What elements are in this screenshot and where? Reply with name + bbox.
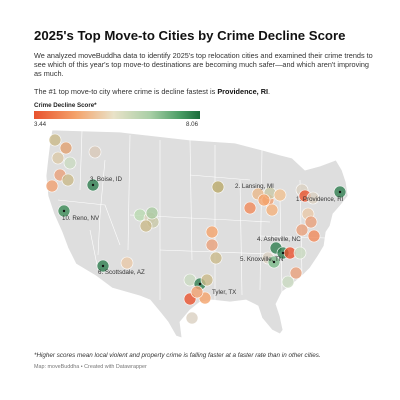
city-marker[interactable] <box>273 188 287 202</box>
city-center-dot <box>198 282 202 286</box>
city-marker[interactable] <box>139 219 153 233</box>
us-outline <box>45 129 349 339</box>
city-marker[interactable] <box>304 215 318 229</box>
city-markers <box>45 133 347 325</box>
label-lansing-line: 2. Lansing, MI <box>235 183 274 190</box>
highlight-city: Providence, RI <box>217 87 269 96</box>
city-center-dot <box>338 190 342 194</box>
city-marker[interactable] <box>145 206 159 220</box>
city-marker[interactable] <box>289 266 303 280</box>
city-marker[interactable] <box>306 191 320 205</box>
highlight-suffix: . <box>268 87 271 96</box>
city-marker[interactable] <box>88 145 102 159</box>
city-center-dot <box>101 264 105 268</box>
city-marker[interactable] <box>185 311 199 325</box>
legend-max-label: 8.06 <box>186 121 199 128</box>
city-marker[interactable] <box>61 173 75 187</box>
city-marker[interactable] <box>257 193 271 207</box>
city-marker[interactable] <box>243 201 257 215</box>
city-marker[interactable] <box>205 238 219 252</box>
intro-text: We analyzed moveBuddha data to identify … <box>34 51 373 79</box>
label-asheville: 4. Asheville, NC <box>257 236 301 243</box>
city-marker[interactable] <box>48 133 62 147</box>
city-center-dot <box>62 209 66 213</box>
map-title: 2025's Top Move-to Cities by Crime Decli… <box>34 28 346 43</box>
highlight-text: The #1 top move-to city where crime is d… <box>34 87 374 96</box>
highlight-prefix: The #1 top move-to city where crime is d… <box>34 87 218 96</box>
city-labels: 3. Boise, ID 2. Lansing, MI 1. Providenc… <box>62 176 344 296</box>
label-knoxville: 5. Knoxville, TN <box>240 256 283 263</box>
city-center-dot <box>281 251 285 255</box>
label-providence: 1. Providence, RI <box>296 196 344 203</box>
city-marker[interactable] <box>45 179 59 193</box>
label-lansing: 2. Lansing, MI <box>235 183 274 190</box>
source-credit: Map: moveBuddha • Created with Datawrapp… <box>34 364 147 370</box>
city-marker[interactable] <box>293 246 307 260</box>
city-marker[interactable] <box>281 275 295 289</box>
legend-min-label: 3.44 <box>34 121 47 128</box>
city-marker[interactable] <box>63 156 77 170</box>
us-land <box>45 129 349 339</box>
label-boise: 3. Boise, ID <box>90 176 123 183</box>
legend-title: Crime Decline Score* <box>34 102 97 109</box>
legend-color-scale <box>34 111 200 119</box>
city-marker[interactable] <box>211 180 225 194</box>
label-scottsdale: 6. Scottsdale, AZ <box>98 269 145 276</box>
city-marker[interactable] <box>205 225 219 239</box>
footnote: *Higher scores mean local violent and pr… <box>34 352 321 359</box>
city-marker[interactable] <box>209 251 223 265</box>
city-marker[interactable] <box>265 203 279 217</box>
city-marker[interactable] <box>295 223 309 237</box>
city-center-dot <box>272 260 276 264</box>
city-marker[interactable] <box>120 256 134 270</box>
city-marker[interactable] <box>51 151 65 165</box>
city-marker[interactable] <box>200 273 214 287</box>
city-marker[interactable] <box>307 229 321 243</box>
label-reno: 10. Reno, NV <box>62 215 100 222</box>
city-center-dot <box>91 183 95 187</box>
city-marker[interactable] <box>59 141 73 155</box>
label-tyler: Tyler, TX <box>212 289 236 296</box>
city-marker[interactable] <box>190 285 204 299</box>
